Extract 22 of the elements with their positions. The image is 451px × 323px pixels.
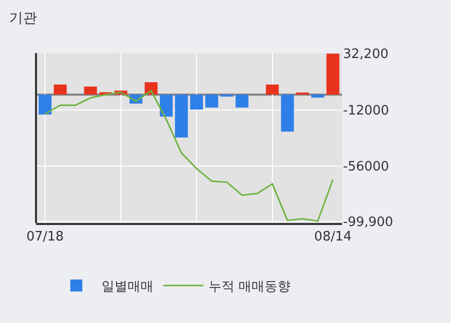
y-tick-label: -12000	[343, 103, 390, 118]
chart-title: 기관	[9, 10, 38, 27]
y-tick-label: -56000	[343, 159, 390, 174]
legend-label: 일별매매	[101, 280, 154, 295]
bar	[205, 94, 218, 108]
x-tick-label: 08/14	[314, 230, 352, 245]
bar	[174, 94, 188, 138]
x-tick-label: 07/18	[26, 230, 64, 245]
y-tick-label: 32,200	[343, 47, 388, 62]
bar	[38, 94, 52, 115]
bar	[84, 86, 97, 95]
bar	[281, 94, 294, 132]
y-tick-label: -99,900	[343, 215, 394, 230]
bar	[236, 94, 248, 108]
bar	[266, 84, 279, 95]
legend-label: 누적 매매동향	[208, 280, 290, 295]
line-series	[44, 90, 334, 222]
bar	[311, 94, 324, 98]
bar	[326, 54, 340, 95]
bar	[190, 94, 204, 110]
bar	[160, 94, 173, 117]
bar	[54, 84, 67, 95]
